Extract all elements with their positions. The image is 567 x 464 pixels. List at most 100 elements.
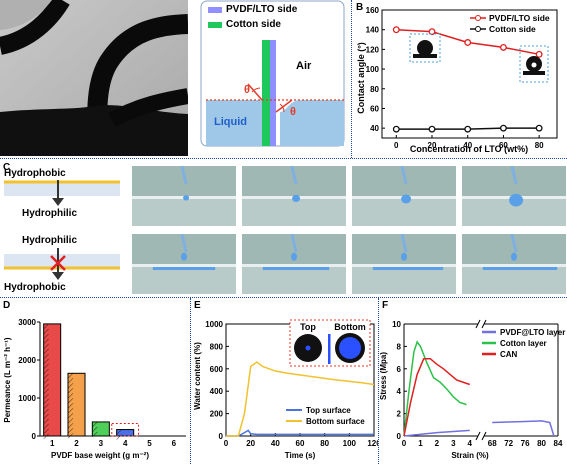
chart-d-xtick-label: 2 <box>74 439 79 448</box>
row1-top-label: Hydrophobic <box>4 168 66 179</box>
chart-b-point <box>392 125 400 133</box>
chart-d-hatch <box>92 421 98 428</box>
chart-b-frame <box>381 9 558 139</box>
chart-d-hatch <box>67 383 74 389</box>
chart-d-hatch <box>116 434 122 440</box>
chart-d-ytick-label: 3000 <box>18 318 36 327</box>
panel-label-d: D <box>3 300 11 311</box>
chart-d-xlabel: PVDF base weight (g m⁻²) <box>51 451 149 460</box>
chart-d-hatch <box>67 408 74 414</box>
chart-d-hatch <box>43 433 49 440</box>
chart-d-hatch <box>43 358 49 365</box>
chart-d-xtick-label: 3 <box>99 439 104 448</box>
chart-f-legend-label: Cotton layer <box>500 339 547 348</box>
drop-photo-r1c1 <box>132 166 236 226</box>
chart-d-ytick-label: 2000 <box>18 356 36 365</box>
panel-label-f: F <box>382 300 389 311</box>
theta-right-label: θ <box>290 106 296 118</box>
inset-bottom-label: Bottom <box>334 322 366 332</box>
chart-b-xtick-label: 20 <box>428 141 437 150</box>
wetting-inset: Top Bottom <box>289 319 371 367</box>
chart-d-hatch <box>43 323 49 330</box>
separator-e <box>190 298 191 464</box>
chart-e-ytick-label: 1000 <box>205 320 223 329</box>
droplet-inset-0 <box>409 33 441 63</box>
chart-b-point <box>535 50 543 58</box>
chart-d-bar <box>43 323 62 437</box>
chart-f-xtick-label: 68 <box>488 439 497 448</box>
chart-f-xtick-label: 4 <box>468 439 473 448</box>
chart-b-ytick-label: 40 <box>370 124 379 133</box>
separator-b <box>351 0 352 158</box>
chart-d-hatch <box>43 343 49 350</box>
panel-label-b: B <box>356 2 364 13</box>
chart-d-bar <box>116 429 135 437</box>
chart-d-bar <box>67 372 86 437</box>
chart-d-hatch <box>43 378 49 385</box>
chart-b-point <box>499 124 507 132</box>
chart-f-ytick-label: 8 <box>397 342 402 351</box>
chart-d-hatch <box>43 408 49 415</box>
chart-f-xtick-label: 3 <box>451 439 456 448</box>
chart-f-ylabel: Stress (Mpa) <box>379 352 388 400</box>
wetting-schematic <box>200 0 345 147</box>
chart-d-hatch <box>43 348 49 355</box>
separator-middle <box>0 297 567 298</box>
chart-e-legend-label: Bottom surface <box>306 417 365 426</box>
chart-b-point <box>428 125 436 133</box>
chart-f-ytick-label: 2 <box>397 410 402 419</box>
panel-label-c: C <box>3 162 11 173</box>
chart-b-xtick-label: 40 <box>463 141 472 150</box>
chart-e-series-line <box>226 361 375 437</box>
chart-d-hatch <box>67 433 74 439</box>
chart-d-hatch <box>116 429 122 435</box>
chart-f-ytick-label: 4 <box>397 387 402 396</box>
chart-b: 40 60 80 100 120 140 160 0 20 40 60 80 PVDF/LTO side… <box>356 6 558 154</box>
chart-d-hatch <box>92 426 98 433</box>
separator-top <box>0 158 567 159</box>
chart-b-ytick-label: 80 <box>370 85 379 94</box>
chart-d-xtick-label: 6 <box>172 439 177 448</box>
chart-e-series-line <box>226 429 374 437</box>
legend-pvdf-label: PVDF/LTO side <box>226 4 298 15</box>
chart-b-legend-label: PVDF/LTO side <box>489 13 550 23</box>
liquid-label: Liquid <box>214 116 247 128</box>
chart-d-hatch <box>43 393 49 400</box>
chart-d-hatch <box>67 388 74 394</box>
panel-label-e: E <box>194 300 201 311</box>
chart-d-hatch <box>67 423 74 429</box>
chart-f-xtick-label: 84 <box>554 439 563 448</box>
theta-left-label: θ <box>244 84 250 96</box>
chart-e-xlabel: Time (s) <box>285 451 316 460</box>
chart-f-xlabel: Strain (%) <box>451 451 489 460</box>
chart-d-hatch <box>67 373 74 379</box>
chart-d-hatch <box>43 403 49 410</box>
separator-f <box>378 298 379 464</box>
chart-d-hatch <box>43 373 49 380</box>
chart-f-ytick-label: 6 <box>397 365 402 374</box>
chart-d-xtick-label: 5 <box>147 439 152 448</box>
chart-e-ylabel: Water content (%) <box>193 342 202 410</box>
chart-e-xtick-label: 120 <box>367 439 378 448</box>
chart-f-series-line <box>403 420 555 437</box>
chart-f-series-line <box>403 340 467 437</box>
chart-d-hatch <box>43 418 49 425</box>
chart-d-hatch <box>67 378 74 384</box>
chart-f-break-mark-top <box>475 319 487 329</box>
chart-d-hatch <box>43 363 49 370</box>
chart-d-xtick-label: 4 <box>123 439 128 448</box>
row1-bottom-label: Hydrophilic <box>22 208 78 219</box>
chart-b-point <box>464 39 472 46</box>
drop-photo-r1c2 <box>242 166 346 226</box>
chart-f-legend-label: PVDF@LTO layer <box>500 328 565 337</box>
chart-b-ytick-label: 100 <box>366 65 380 74</box>
chart-e-xtick-label: 0 <box>224 439 229 448</box>
chart-e-xtick-label: 60 <box>296 439 305 448</box>
chart-d-hatch <box>43 333 49 340</box>
chart-f-xtick-label: 0 <box>402 439 407 448</box>
chart-d-hatch <box>43 328 49 335</box>
chart-e-xtick-label: 100 <box>343 439 357 448</box>
drop-photo-r2c2 <box>242 234 346 294</box>
chart-f-series-line <box>403 357 471 437</box>
